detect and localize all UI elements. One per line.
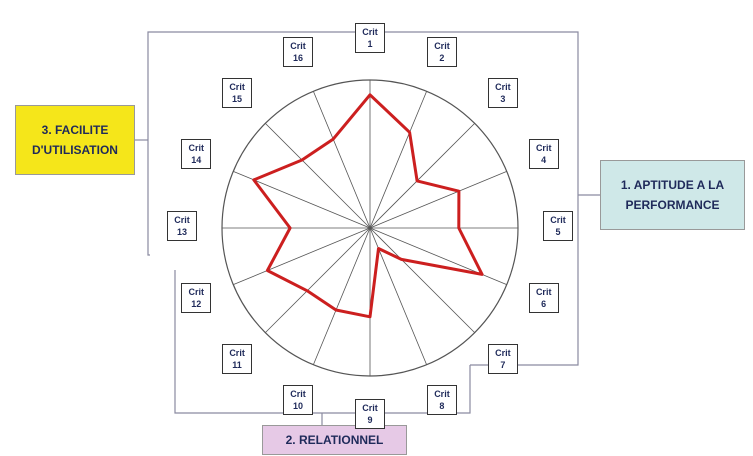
spoke [369,227,475,333]
criterion-label: Crit 16 [283,37,314,68]
bracket [174,270,471,414]
spoke [369,170,507,229]
criterion-label: Crit 9 [355,399,385,429]
criterion-label: Crit 6 [528,282,559,313]
criterion-label: Crit 15 [222,78,253,109]
criterion-label: Crit 4 [528,139,559,170]
radar-line [252,93,484,319]
criterion-label: Crit 5 [543,211,573,241]
criterion-label: Crit 2 [426,37,457,68]
spoke [312,91,371,229]
criterion-label: Crit 10 [283,384,314,415]
group-label: 3. FACILITE D'UTILISATION [15,105,135,175]
criterion-label: Crit 12 [181,282,212,313]
criterion-label: Crit 3 [487,78,518,109]
group-brackets [135,31,600,425]
criterion-label: Crit 1 [355,23,385,53]
criterion-label: Crit 14 [181,139,212,170]
group-label: 1. APTITUDE A LA PERFORMANCE [600,160,745,230]
group-label: 2. RELATIONNEL [262,425,407,455]
criterion-label: Crit 11 [222,343,253,374]
criterion-label: Crit 8 [426,384,457,415]
spoke [369,91,428,229]
spoke [265,123,371,229]
spoke [233,227,371,286]
criterion-label: Crit 7 [487,343,518,374]
spoke [312,227,371,365]
criterion-label: Crit 13 [167,211,197,241]
spoke [369,123,475,229]
spoke [265,227,371,333]
spoke [369,227,507,286]
